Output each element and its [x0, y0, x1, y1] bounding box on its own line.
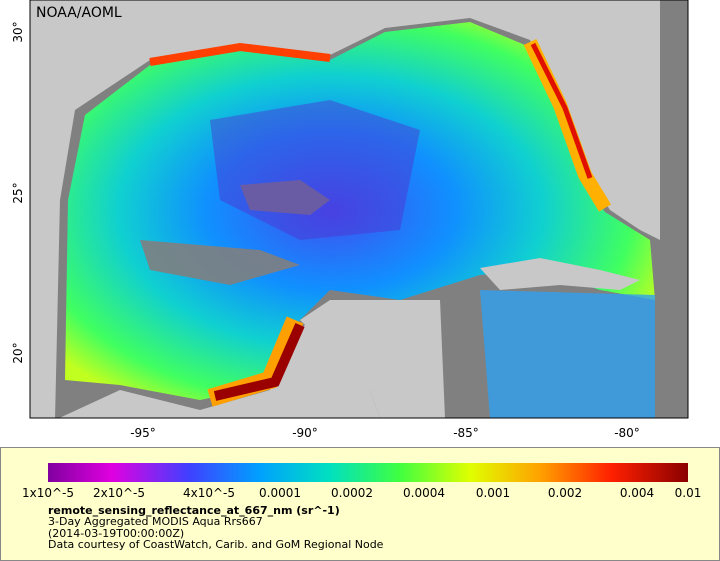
lon-ticks: -95° -90° -85° -80° — [130, 426, 640, 440]
colorbar-label: 0.0004 — [403, 486, 445, 500]
lat-tick-label: 20° — [11, 342, 25, 363]
lat-tick-label: 30° — [11, 21, 25, 42]
cloud-gap — [140, 240, 300, 285]
colorbar-label: 1x10^-5 — [22, 486, 74, 500]
yucatan — [300, 300, 445, 418]
caption-product: 3-Day Aggregated MODIS Aqua Rrs667 — [48, 515, 263, 528]
colorbar-label: 0.0002 — [331, 486, 373, 500]
coastal-high — [213, 322, 305, 401]
lon-tick-label: -85° — [453, 426, 479, 440]
caption-time: (2014-03-19T00:00:00Z) — [48, 527, 184, 540]
colorbar-label: 2x10^-5 — [93, 486, 145, 500]
map — [30, 0, 688, 418]
caption-variable: remote_sensing_reflectance_at_667_nm (sr… — [48, 504, 340, 517]
caption-source: Data courtesy of CoastWatch, Carib. and … — [48, 538, 384, 551]
colorbar-label: 0.004 — [620, 486, 654, 500]
reflectance-data — [65, 22, 655, 400]
cuba — [480, 258, 640, 290]
coastal-high — [530, 42, 593, 179]
lat-ticks: 30° 25° 20° — [11, 21, 25, 363]
colorbar-labels: 1x10^-5 2x10^-5 4x10^-5 0.0001 0.0002 0.0004 0… — [22, 486, 701, 500]
caribbean-data — [480, 290, 655, 418]
colorbar-label: 0.0001 — [259, 486, 301, 500]
colorbar — [48, 463, 688, 482]
lat-tick-label: 25° — [11, 182, 25, 203]
colorbar-label: 0.002 — [548, 486, 582, 500]
low-reflectance — [210, 100, 420, 240]
coastal-high — [149, 42, 331, 66]
cloud-gap — [240, 180, 330, 215]
lon-tick-label: -95° — [130, 426, 156, 440]
map-frame — [29, 0, 689, 419]
credit: NOAA/AOML — [36, 5, 122, 21]
lon-tick-label: -90° — [292, 426, 318, 440]
colorbar-label: 0.01 — [675, 486, 702, 500]
colorbar-label: 0.001 — [476, 486, 510, 500]
colorbar-label: 4x10^-5 — [183, 486, 235, 500]
lon-tick-label: -80° — [614, 426, 640, 440]
